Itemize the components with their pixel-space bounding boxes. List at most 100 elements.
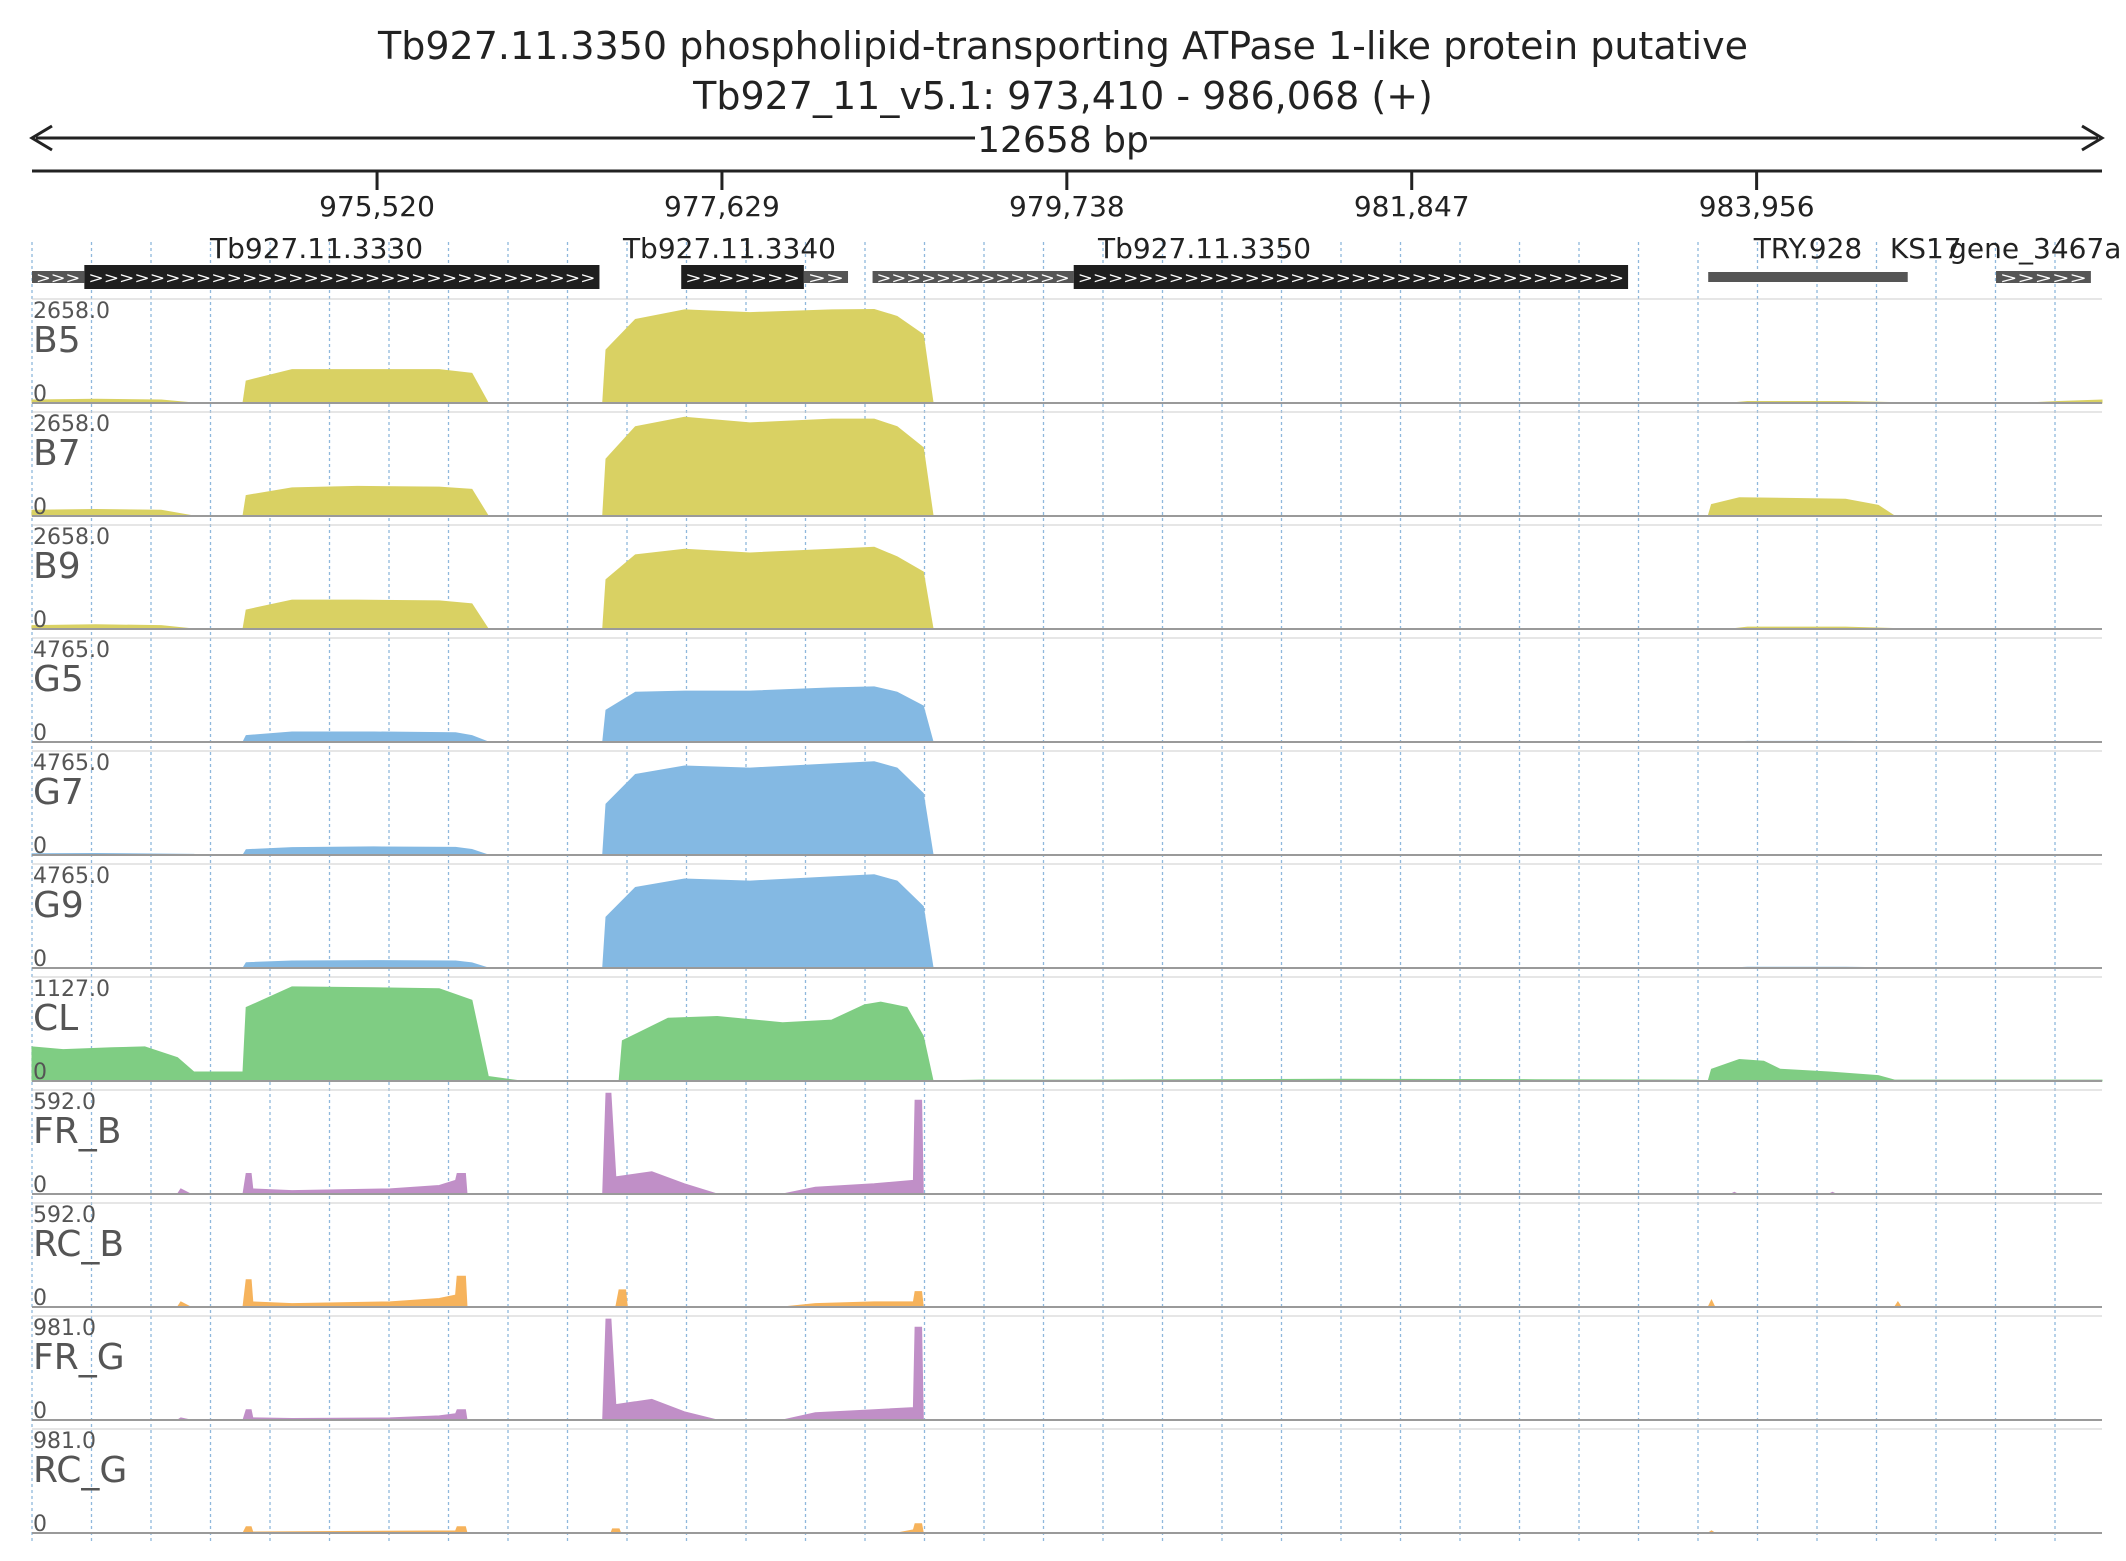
coverage-area	[602, 1523, 924, 1534]
coverage-area	[242, 369, 490, 404]
gene-label: Tb927.11.3350	[1097, 232, 1311, 265]
gene-feature	[1708, 272, 1908, 282]
track-name: CL	[33, 998, 78, 1039]
gene-annotation-track: >>> >>>>>>>>>>>>>>>>>>>>>>>>>>>>>>>>>Tb92…	[32, 232, 2121, 289]
track-name: FR_B	[33, 1111, 121, 1152]
span-arrowhead-left	[29, 124, 53, 152]
coverage-area	[602, 761, 934, 856]
track-max-label: 2658.0	[33, 525, 110, 550]
gene-label: Tb927.11.3340	[622, 232, 836, 265]
gene-feature	[681, 265, 804, 289]
coverage-area	[1707, 1058, 2103, 1082]
track-rc-b: 592.0RC_B 0	[32, 1202, 2102, 1311]
track-b9: 2658.0B9 0	[31, 524, 2102, 633]
track-name: G7	[33, 772, 84, 813]
coverage-area	[602, 546, 934, 630]
track-max-label: 981.0	[33, 1316, 96, 1341]
strand-arrows: >>>>>>>	[685, 269, 800, 287]
gene-feature	[872, 271, 1074, 283]
coverage-area	[618, 1001, 934, 1082]
track-min-label: 0	[33, 1060, 47, 1085]
track-min-label: 0	[33, 1512, 47, 1537]
track-g9: 4765.0G9 0	[31, 863, 2102, 972]
strand-arrows: >>>>>	[2000, 269, 2087, 287]
coverage-area	[1707, 1299, 1903, 1308]
gene-feature	[803, 271, 849, 283]
axis-tick-label: 975,520	[319, 190, 435, 223]
track-name: B5	[33, 320, 81, 361]
coverage-area	[1707, 497, 1897, 517]
gene-label: KS17	[1890, 232, 1962, 265]
track-max-label: 2658.0	[33, 299, 110, 324]
coverage-area	[242, 599, 490, 630]
strand-arrows: >>>>>>>>>>>>>>>>>>>>>>>>>>>>>>>>>>>>	[1078, 269, 1624, 287]
coverage-area	[602, 1318, 924, 1421]
span-label: 12658 bp	[977, 120, 1149, 161]
coverage-area	[32, 1275, 468, 1308]
axis-tick-label: 977,629	[664, 190, 780, 223]
coverage-area	[242, 960, 489, 969]
track-min-label: 0	[33, 608, 47, 633]
gene-feature	[1996, 271, 2091, 283]
track-g7: 4765.0G7 0	[31, 750, 2102, 859]
track-max-label: 4765.0	[33, 864, 110, 889]
track-name: B9	[33, 546, 81, 587]
track-cl: 1127.0CL 0	[31, 976, 2103, 1085]
axis-tick-label: 981,847	[1354, 190, 1470, 223]
gene-label: Tb927.11.3330	[209, 232, 423, 265]
grid-lines	[31, 242, 2056, 1541]
track-name: RC_G	[33, 1450, 127, 1491]
strand-arrows: >>>>>>>>>>>>>>>>>>>>>>>>>>>>>>>>>	[88, 269, 595, 287]
track-max-label: 981.0	[33, 1429, 96, 1454]
track-g5: 4765.0G5 0	[31, 637, 2102, 746]
track-name: B7	[33, 433, 81, 474]
gene-feature	[32, 271, 85, 283]
track-max-label: 1127.0	[33, 977, 110, 1002]
coverage-area	[602, 686, 934, 743]
chart-subtitle: Tb927_11_v5.1: 973,410 - 986,068 (+)	[693, 74, 1433, 118]
coverage-area	[602, 416, 934, 517]
track-min-label: 0	[33, 495, 47, 520]
chart-title: Tb927.11.3350 phospholipid-transporting …	[378, 24, 1748, 68]
track-min-label: 0	[33, 382, 47, 407]
axis-tick-label: 983,956	[1699, 190, 1815, 223]
track-min-label: 0	[33, 721, 47, 746]
track-min-label: 0	[33, 834, 47, 859]
gene-label: TRY.928	[1753, 232, 1863, 265]
coverage-area	[242, 846, 489, 856]
track-max-label: 2658.0	[33, 412, 110, 437]
track-max-label: 592.0	[33, 1203, 96, 1228]
coverage-area	[602, 874, 934, 969]
track-max-label: 592.0	[33, 1090, 96, 1115]
axis-tick-label: 979,738	[1009, 190, 1125, 223]
span-arrow: 12658 bp	[29, 120, 2105, 161]
coverage-area	[602, 1092, 924, 1195]
track-rc-g: 981.0RC_G 0	[32, 1428, 2102, 1537]
track-b5: 2658.0B5 0	[31, 298, 2103, 407]
coverage-area	[32, 1409, 468, 1421]
gene-feature	[84, 265, 600, 289]
track-name: G5	[33, 659, 84, 700]
track-b7: 2658.0B7 0	[31, 411, 2102, 520]
span-arrowhead-right	[2081, 124, 2105, 152]
coverage-area	[31, 986, 522, 1082]
strand-arrows: >>>	[36, 269, 80, 287]
track-name: RC_B	[33, 1224, 124, 1265]
gene-feature	[1073, 265, 1629, 289]
track-fr-g: 981.0FR_G 0	[32, 1315, 2102, 1424]
strand-arrows: >>>>>>>>>>>>>	[877, 269, 1070, 287]
track-max-label: 4765.0	[33, 751, 110, 776]
coverage-area	[602, 1289, 924, 1308]
gene-label: gene_3467a	[1949, 232, 2121, 265]
track-min-label: 0	[33, 1399, 47, 1424]
coverage-area	[32, 1526, 468, 1534]
coverage-area	[32, 1173, 468, 1195]
track-min-label: 0	[33, 1286, 47, 1311]
position-axis: 975,520 977,629 979,738 981,847 983,956	[32, 169, 2102, 223]
coverage-tracks: 2658.0B502658.0B702658.0B904765.0G504765…	[31, 298, 2103, 1537]
track-fr-b: 592.0FR_B 0	[32, 1089, 2102, 1198]
track-name: FR_G	[33, 1337, 125, 1378]
track-min-label: 0	[33, 1173, 47, 1198]
coverage-area	[242, 485, 490, 517]
